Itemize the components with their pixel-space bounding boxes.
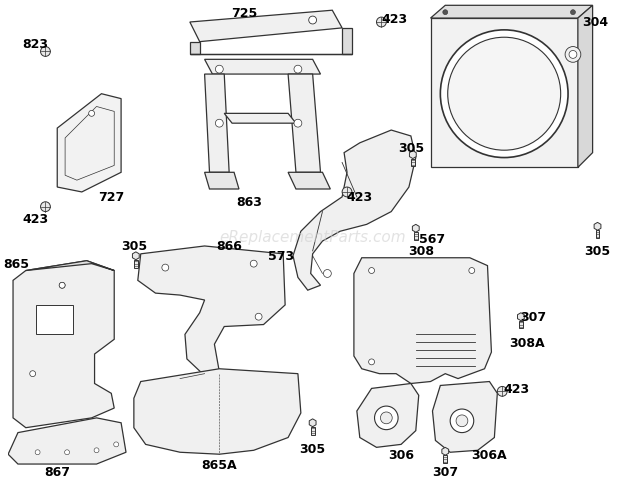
Circle shape [497, 386, 507, 396]
Text: 727: 727 [98, 191, 125, 204]
Polygon shape [433, 382, 497, 452]
Polygon shape [309, 419, 316, 427]
Polygon shape [288, 173, 330, 190]
Text: 865A: 865A [202, 457, 237, 470]
Polygon shape [26, 261, 114, 271]
Text: 308A: 308A [509, 336, 544, 349]
Circle shape [374, 406, 398, 430]
Circle shape [162, 264, 169, 272]
Circle shape [30, 371, 35, 377]
Polygon shape [442, 447, 449, 455]
Polygon shape [594, 223, 601, 231]
Circle shape [250, 261, 257, 267]
Text: eReplacementParts.com: eReplacementParts.com [219, 229, 406, 245]
Polygon shape [342, 29, 352, 55]
Text: 866: 866 [216, 240, 242, 253]
Text: 305: 305 [398, 142, 424, 155]
Text: 304: 304 [582, 16, 609, 29]
Circle shape [450, 409, 474, 432]
Bar [311, 427, 314, 435]
Polygon shape [205, 60, 321, 75]
Circle shape [40, 48, 50, 57]
Bar [519, 321, 523, 329]
Circle shape [570, 11, 575, 15]
Circle shape [215, 120, 223, 128]
Circle shape [342, 188, 352, 197]
Text: 573: 573 [268, 250, 294, 263]
Polygon shape [288, 75, 321, 173]
Text: 423: 423 [504, 382, 530, 395]
Text: 305: 305 [121, 240, 147, 253]
Polygon shape [13, 261, 114, 428]
Text: 423: 423 [381, 12, 407, 25]
Circle shape [35, 450, 40, 455]
Circle shape [456, 415, 468, 427]
Text: 307: 307 [521, 311, 547, 324]
Polygon shape [133, 252, 140, 260]
Circle shape [59, 283, 65, 288]
Bar [134, 260, 138, 268]
Polygon shape [354, 258, 492, 384]
Circle shape [565, 48, 581, 63]
Circle shape [255, 313, 262, 321]
Circle shape [294, 120, 302, 128]
Circle shape [369, 359, 374, 365]
Polygon shape [430, 6, 593, 19]
Ellipse shape [440, 31, 568, 158]
Circle shape [309, 17, 317, 25]
Polygon shape [134, 369, 301, 454]
Circle shape [64, 450, 69, 455]
Text: 423: 423 [347, 191, 373, 204]
Circle shape [469, 268, 475, 274]
Polygon shape [205, 75, 229, 173]
Polygon shape [190, 11, 342, 43]
Polygon shape [293, 131, 416, 290]
Circle shape [294, 66, 302, 74]
Polygon shape [57, 95, 121, 192]
Text: 306: 306 [388, 448, 414, 461]
Text: 567: 567 [419, 232, 446, 245]
Polygon shape [8, 418, 126, 464]
Polygon shape [205, 173, 239, 190]
Polygon shape [138, 246, 285, 376]
Circle shape [59, 283, 65, 288]
Text: 423: 423 [22, 213, 49, 226]
Polygon shape [412, 225, 419, 233]
Polygon shape [409, 151, 416, 159]
Circle shape [113, 442, 118, 447]
Text: 307: 307 [432, 466, 458, 479]
Bar [35, 305, 73, 335]
Bar [414, 233, 418, 240]
Polygon shape [518, 313, 525, 321]
Text: 865: 865 [3, 258, 29, 271]
Text: 725: 725 [231, 7, 257, 20]
Text: 867: 867 [44, 466, 70, 479]
Text: 863: 863 [236, 196, 262, 209]
Circle shape [40, 203, 50, 212]
Circle shape [94, 448, 99, 453]
Text: 306A: 306A [472, 448, 507, 461]
Ellipse shape [448, 38, 560, 151]
Circle shape [569, 51, 577, 59]
Circle shape [369, 268, 374, 274]
Polygon shape [190, 43, 200, 55]
Circle shape [324, 270, 331, 278]
Circle shape [381, 412, 392, 424]
Text: 308: 308 [408, 245, 434, 258]
Bar [596, 231, 600, 239]
Circle shape [89, 111, 95, 117]
Circle shape [376, 18, 386, 28]
Circle shape [215, 66, 223, 74]
Text: 305: 305 [299, 442, 326, 455]
Polygon shape [430, 19, 578, 168]
Polygon shape [357, 384, 418, 447]
Text: 823: 823 [23, 38, 48, 51]
Bar [443, 455, 447, 463]
Bar [411, 159, 415, 167]
Polygon shape [578, 6, 593, 168]
Circle shape [443, 11, 448, 15]
Polygon shape [224, 114, 296, 124]
Text: 305: 305 [585, 245, 611, 258]
